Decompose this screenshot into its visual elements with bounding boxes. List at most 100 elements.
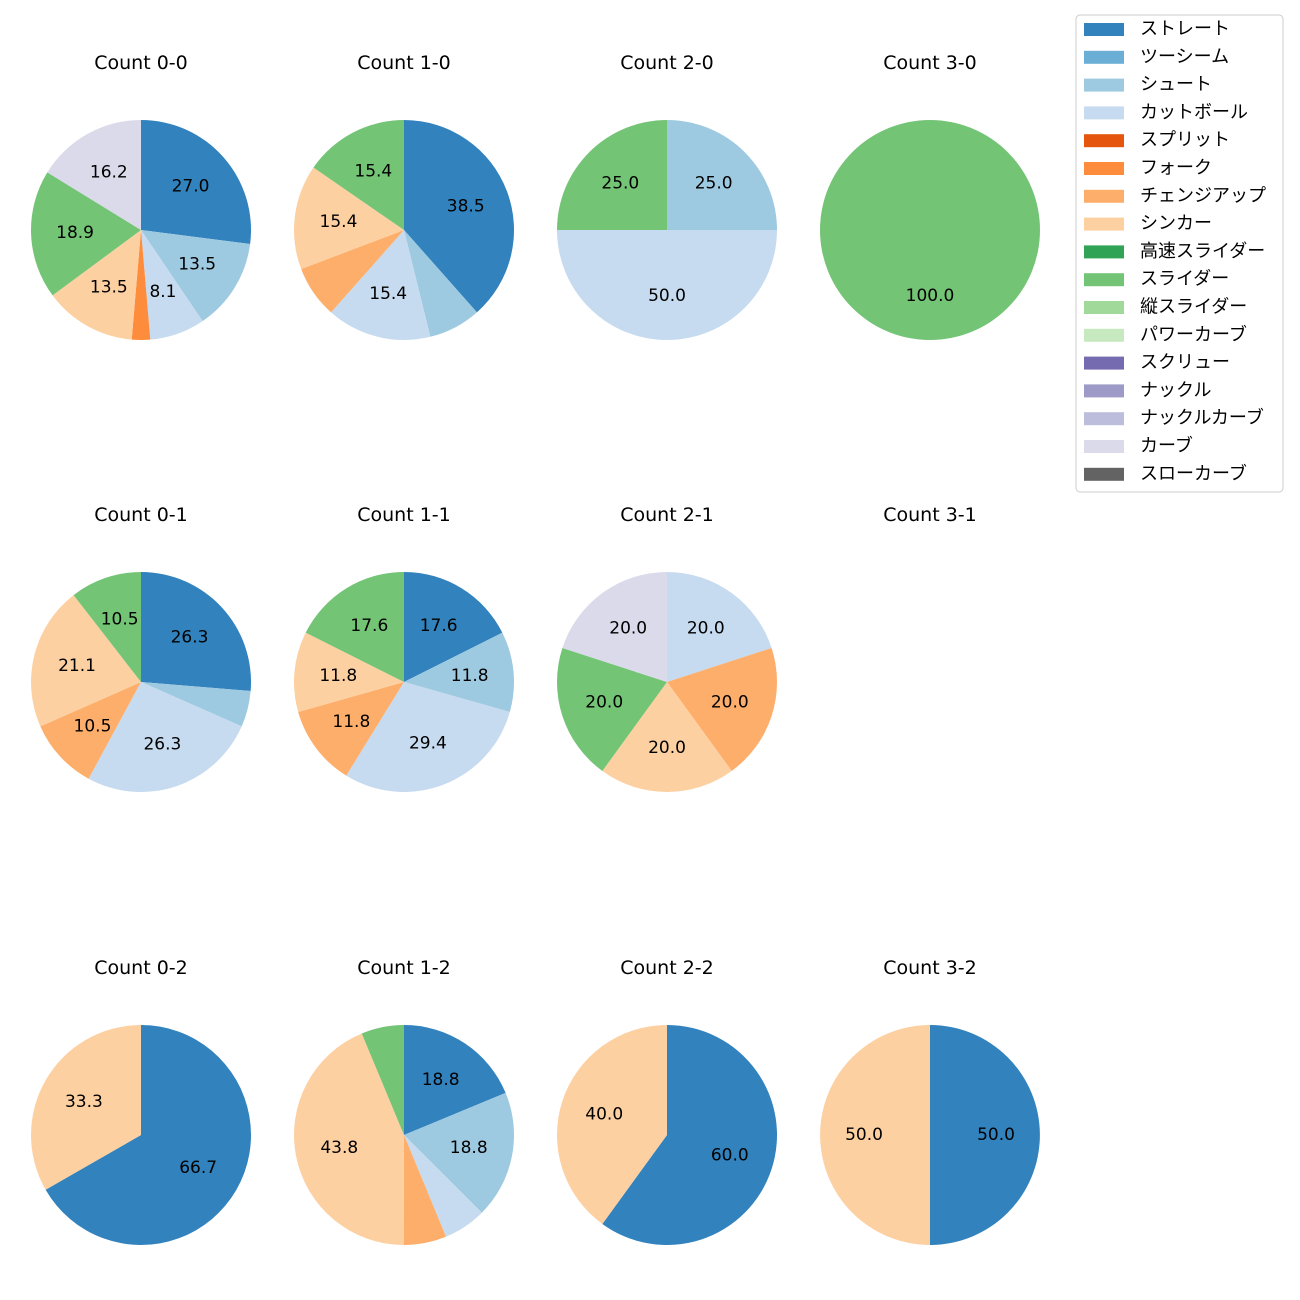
slice-label: 8.1 xyxy=(149,282,176,302)
legend-item: スローカーブ xyxy=(1084,462,1247,484)
legend-label: チェンジアップ xyxy=(1140,185,1266,206)
legend-item: チェンジアップ xyxy=(1084,185,1266,206)
pie-2: Count 1-0 38.5 15.4 15.4 15.4 xyxy=(294,52,514,340)
pie-slice xyxy=(404,1135,482,1237)
pie-slice xyxy=(313,120,404,230)
legend-swatch xyxy=(1084,78,1124,92)
slice-label: 43.8 xyxy=(320,1138,358,1158)
slice-label: 38.5 xyxy=(447,197,485,217)
legend: ストレートツーシームシュートカットボールスプリットフォークチェンジアップシンカー… xyxy=(1075,14,1284,493)
legend-swatch xyxy=(1084,328,1124,342)
pie-slice xyxy=(557,230,777,340)
pie-slice xyxy=(141,572,251,691)
legend-label: パワーカーブ xyxy=(1140,323,1247,345)
legend-swatch xyxy=(1084,384,1124,398)
pie-slice xyxy=(557,120,667,230)
legend-item: 高速スライダー xyxy=(1084,241,1265,262)
pie-11: Count 2-2 60.0 40.0 xyxy=(557,957,778,1246)
legend-swatch xyxy=(1084,467,1124,481)
legend-frame xyxy=(1075,14,1284,493)
slice-label: 26.3 xyxy=(143,734,181,754)
pie-slice xyxy=(557,1025,667,1224)
slice-label: 20.0 xyxy=(687,619,725,639)
slice-label: 50.0 xyxy=(845,1125,883,1145)
legend-item: カットボール xyxy=(1084,102,1248,123)
legend-item: ストレート xyxy=(1084,19,1230,40)
pie-title: Count 3-0 xyxy=(883,52,977,74)
legend-swatch xyxy=(1084,412,1124,426)
legend-item: シュート xyxy=(1084,74,1212,95)
legend-item: 縦スライダー xyxy=(1084,297,1247,318)
legend-item: スライダー xyxy=(1084,269,1229,290)
pie-slice xyxy=(562,572,667,682)
pie-slice xyxy=(294,167,404,270)
slice-label: 18.8 xyxy=(450,1138,488,1158)
legend-swatch xyxy=(1084,162,1124,175)
slice-label: 26.3 xyxy=(171,627,209,647)
legend-label: 縦スライダー xyxy=(1140,297,1247,318)
slice-label: 20.0 xyxy=(609,619,647,639)
pie-slice xyxy=(403,1135,446,1246)
pie-title: Count 1-2 xyxy=(357,957,451,979)
pie-slice xyxy=(667,648,777,771)
pie-title: Count 0-1 xyxy=(94,504,188,526)
legend-label: ストレート xyxy=(1140,19,1230,40)
slice-label: 50.0 xyxy=(648,286,686,306)
pie-slice xyxy=(31,172,141,296)
slice-label: 18.9 xyxy=(56,223,94,243)
legend-swatch xyxy=(1084,23,1124,36)
slice-label: 20.0 xyxy=(711,692,749,712)
slice-label: 25.0 xyxy=(695,173,733,193)
legend-item: スプリット xyxy=(1084,130,1230,151)
pie-title: Count 3-1 xyxy=(883,504,977,526)
legend-label: スクリュー xyxy=(1140,352,1230,373)
legend-item: カーブ xyxy=(1084,435,1193,457)
legend-swatch xyxy=(1084,356,1124,370)
slice-label: 10.5 xyxy=(74,717,112,737)
pie-slice xyxy=(404,1092,514,1213)
legend-item: スクリュー xyxy=(1084,352,1230,373)
slice-label: 15.4 xyxy=(369,284,407,304)
slice-label: 15.4 xyxy=(354,162,392,182)
slice-label: 60.0 xyxy=(711,1145,749,1165)
pie-slice xyxy=(73,572,141,682)
pie-slice xyxy=(298,682,404,776)
slice-label: 13.5 xyxy=(90,278,128,298)
legend-item: ナックルカーブ xyxy=(1084,407,1264,429)
pie-slice xyxy=(30,1025,141,1190)
legend-swatch xyxy=(1084,440,1124,453)
legend-swatch xyxy=(1084,245,1124,259)
legend-label: フォーク xyxy=(1140,158,1212,179)
pie-title: Count 2-2 xyxy=(620,957,714,979)
pie-slice xyxy=(331,230,431,340)
pie-slice xyxy=(667,120,777,230)
legend-label: シュート xyxy=(1140,74,1212,95)
pie-slice xyxy=(141,230,203,340)
legend-label: スプリット xyxy=(1140,130,1230,151)
pie-slice xyxy=(305,572,404,682)
slice-label: 17.6 xyxy=(420,616,458,636)
pie-slice xyxy=(88,682,242,792)
pie-slice xyxy=(820,120,1040,340)
pie-slice xyxy=(602,1025,778,1246)
pie-title: Count 2-1 xyxy=(620,504,714,526)
slice-label: 15.4 xyxy=(320,212,358,232)
pie-slice xyxy=(131,230,151,340)
pie-1: Count 0-027.013.58.113.518.916.2 xyxy=(31,52,251,340)
slice-label: 11.8 xyxy=(332,712,370,732)
slice-label: 66.7 xyxy=(179,1158,217,1178)
pie-slice xyxy=(45,1025,252,1245)
pie-7: Count 2-1 20.0 20.0 20.0 20.0 20.0 xyxy=(557,504,777,792)
pie-9: Count 0-2 66.7 33.3 xyxy=(30,957,252,1245)
slice-label: 11.8 xyxy=(451,666,489,686)
legend-label: スライダー xyxy=(1140,269,1229,290)
pie-slice xyxy=(141,120,251,244)
slice-label: 29.4 xyxy=(409,734,447,754)
pie-slice xyxy=(141,682,251,727)
pie-4: Count 3-0 100.0 xyxy=(820,52,1040,340)
legend-item: ツーシーム xyxy=(1084,46,1229,67)
pie-slice xyxy=(361,1025,404,1135)
legend-item: フォーク xyxy=(1084,158,1212,179)
